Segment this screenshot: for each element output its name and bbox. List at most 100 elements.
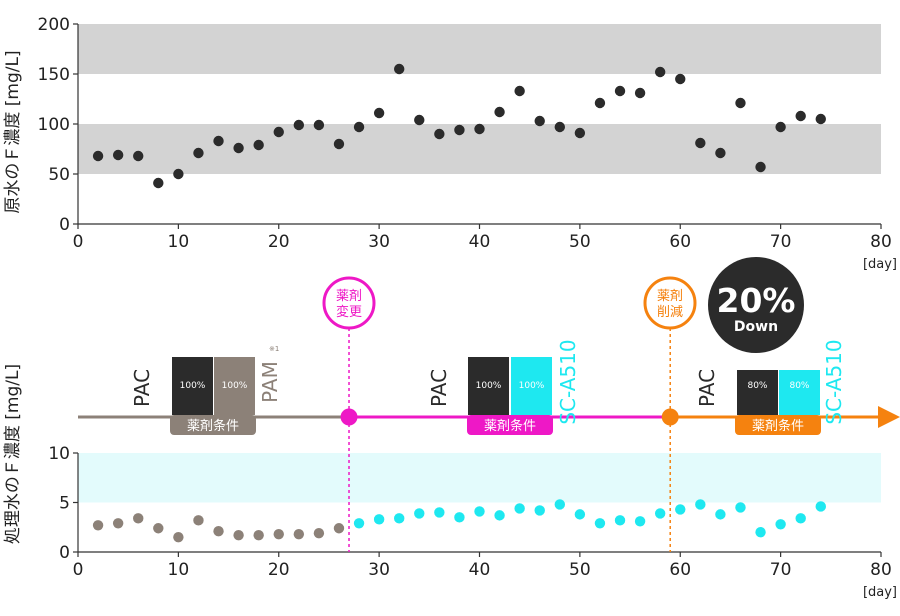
data-point xyxy=(434,128,445,140)
data-point xyxy=(654,66,666,78)
x-tick-label: 80 xyxy=(870,232,892,252)
reduction-badge-value: 20% xyxy=(717,281,796,320)
data-point xyxy=(815,113,826,125)
data-point xyxy=(273,528,284,540)
condition-change-dot xyxy=(340,408,358,426)
raw-series-0 xyxy=(92,63,826,189)
data-point xyxy=(675,73,686,85)
data-point xyxy=(373,514,385,525)
data-point xyxy=(313,119,325,131)
data-point xyxy=(755,527,766,538)
condition-phase-1: PAC 100% 100% PAM ※1 薬剤条件 xyxy=(130,345,282,435)
dosage-box-text: 100% xyxy=(222,381,248,391)
data-point xyxy=(173,531,184,543)
data-point xyxy=(293,119,305,131)
timeline-arrow-head xyxy=(878,406,900,428)
data-point xyxy=(614,85,626,97)
data-point xyxy=(153,523,164,534)
data-point xyxy=(253,139,264,151)
condition-change-dot xyxy=(661,408,679,426)
data-point xyxy=(775,519,786,530)
data-point xyxy=(534,115,545,127)
dosage-box xyxy=(779,370,820,415)
y-tick-label: 100 xyxy=(38,115,70,135)
dosage-box-text: 80% xyxy=(747,381,767,391)
data-point xyxy=(715,509,726,520)
data-point xyxy=(695,137,706,149)
y-tick-label: 150 xyxy=(38,65,70,85)
data-point xyxy=(112,518,124,529)
data-point xyxy=(594,97,606,109)
data-point xyxy=(574,509,586,520)
condition-change-text: 削減 xyxy=(657,304,683,320)
x-tick-label: 30 xyxy=(368,232,390,252)
data-point xyxy=(534,505,545,516)
data-point xyxy=(695,499,706,510)
dosage-box-text: 100% xyxy=(519,381,545,391)
data-point xyxy=(233,529,244,541)
dosage-box xyxy=(214,357,255,415)
data-point xyxy=(634,516,646,527)
raw-water-chart: 0 50 100 150 200 0 10 20 30 40 50 60 70 80 [day] 原水のＦ濃度… xyxy=(3,15,897,272)
x-tick-label: 20 xyxy=(268,232,290,252)
data-point xyxy=(353,518,365,529)
data-point xyxy=(173,168,184,180)
data-point xyxy=(253,529,264,541)
data-point xyxy=(394,63,405,75)
data-point xyxy=(715,147,726,159)
y-tick-label: 200 xyxy=(38,15,70,35)
x-tick-label: 30 xyxy=(368,560,390,580)
x-tick-label: 70 xyxy=(770,560,792,580)
data-point xyxy=(153,177,164,189)
x-tick-label: 80 xyxy=(870,560,892,580)
data-point xyxy=(735,502,746,513)
condition-tag-text: 薬剤条件 xyxy=(187,418,239,434)
data-point xyxy=(233,142,244,154)
x-tick-label: 50 xyxy=(569,560,591,580)
polymer-label: PAM xyxy=(258,361,282,403)
x-tick-label: 0 xyxy=(73,232,84,252)
x-tick-label: 50 xyxy=(569,232,591,252)
condition-change-text: 変更 xyxy=(336,304,362,320)
x-tick-label: 10 xyxy=(168,232,190,252)
condition-change-text: 薬剤 xyxy=(657,288,683,304)
coagulant-label: PAC xyxy=(130,369,154,407)
data-point xyxy=(594,518,606,529)
data-point xyxy=(434,507,445,518)
reduction-badge-sub: Down xyxy=(734,319,778,335)
data-point xyxy=(293,528,305,540)
data-point xyxy=(815,501,826,512)
x-tick-label: 40 xyxy=(469,232,491,252)
data-point xyxy=(634,87,646,99)
data-point xyxy=(414,114,425,126)
polymer-label: SC-A510 xyxy=(556,339,580,424)
data-point xyxy=(494,106,505,118)
condition-change-badge xyxy=(643,276,697,330)
coagulant-label: PAC xyxy=(427,369,451,407)
data-point xyxy=(755,161,766,173)
polymer-label: SC-A510 xyxy=(822,339,846,424)
data-point xyxy=(373,107,385,119)
condition-change-text: 薬剤 xyxy=(336,288,362,304)
data-point xyxy=(112,149,124,161)
data-point xyxy=(133,513,144,524)
dosage-box-text: 80% xyxy=(789,381,809,391)
data-point xyxy=(92,520,104,531)
condition-phase-3: PAC 80% 80% SC-A510 薬剤条件 xyxy=(695,339,846,435)
data-point xyxy=(394,513,405,524)
x-axis-unit: [day] xyxy=(863,585,897,600)
data-point xyxy=(454,512,465,523)
treated-water-chart: 0 5 10 0 10 20 30 40 50 60 70 80 [day] 処理水のＦ濃度 [mg/L] xyxy=(3,328,897,600)
dosage-box xyxy=(172,357,213,415)
condition-tag xyxy=(467,415,553,435)
data-point xyxy=(514,503,525,514)
data-point xyxy=(775,121,786,133)
data-point xyxy=(554,121,565,133)
y-axis-label: 処理水のＦ濃度 [mg/L] xyxy=(3,364,23,544)
condition-tag xyxy=(170,415,256,435)
y-tick-label: 5 xyxy=(59,494,70,514)
data-point xyxy=(333,523,345,534)
data-point xyxy=(213,135,224,147)
treated-series-0 xyxy=(92,513,345,543)
